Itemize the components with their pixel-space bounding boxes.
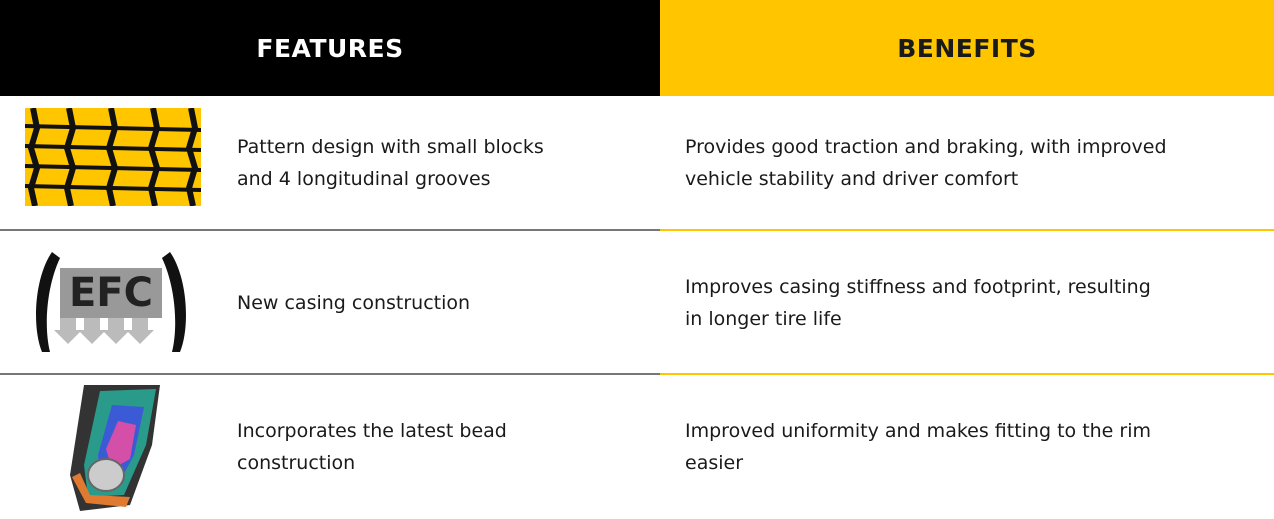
efc-icon: EFC	[36, 252, 186, 352]
benefit-text: Improves casing stiffness and footprint,…	[685, 231, 1151, 374]
text-line: and 4 longitudinal grooves	[237, 168, 491, 190]
text-line: construction	[237, 452, 356, 474]
features-header: FEATURES	[0, 0, 660, 96]
separator	[0, 373, 660, 375]
text-line: New casing construction	[237, 291, 471, 314]
text-line: Provides good traction and braking, with…	[685, 136, 1167, 158]
separator	[660, 373, 1274, 375]
text-line: Incorporates the latest bead	[237, 420, 507, 442]
efc-label: EFC	[69, 270, 153, 316]
separator	[0, 229, 660, 231]
benefit-text: Improved uniformity and makes fitting to…	[685, 375, 1151, 519]
bead-icon	[70, 385, 160, 511]
text-line: Pattern design with small blocks	[237, 136, 544, 158]
separator	[660, 229, 1274, 231]
text-line: in longer tire life	[685, 307, 842, 330]
text-line: Improved uniformity and makes fitting to…	[685, 420, 1152, 442]
benefits-header: BENEFITS	[660, 0, 1274, 96]
text-line: vehicle stability and driver comfort	[685, 168, 1019, 190]
feature-text: Incorporates the latest bead constructio…	[237, 375, 507, 519]
feature-text: Pattern design with small blocks and 4 l…	[237, 96, 544, 230]
tread-icon	[25, 108, 201, 206]
benefit-text: Provides good traction and braking, with…	[685, 96, 1167, 230]
feature-text: New casing construction	[237, 231, 470, 374]
text-line: Improves casing stiffness and footprint,…	[685, 275, 1151, 298]
text-line: easier	[685, 452, 744, 474]
